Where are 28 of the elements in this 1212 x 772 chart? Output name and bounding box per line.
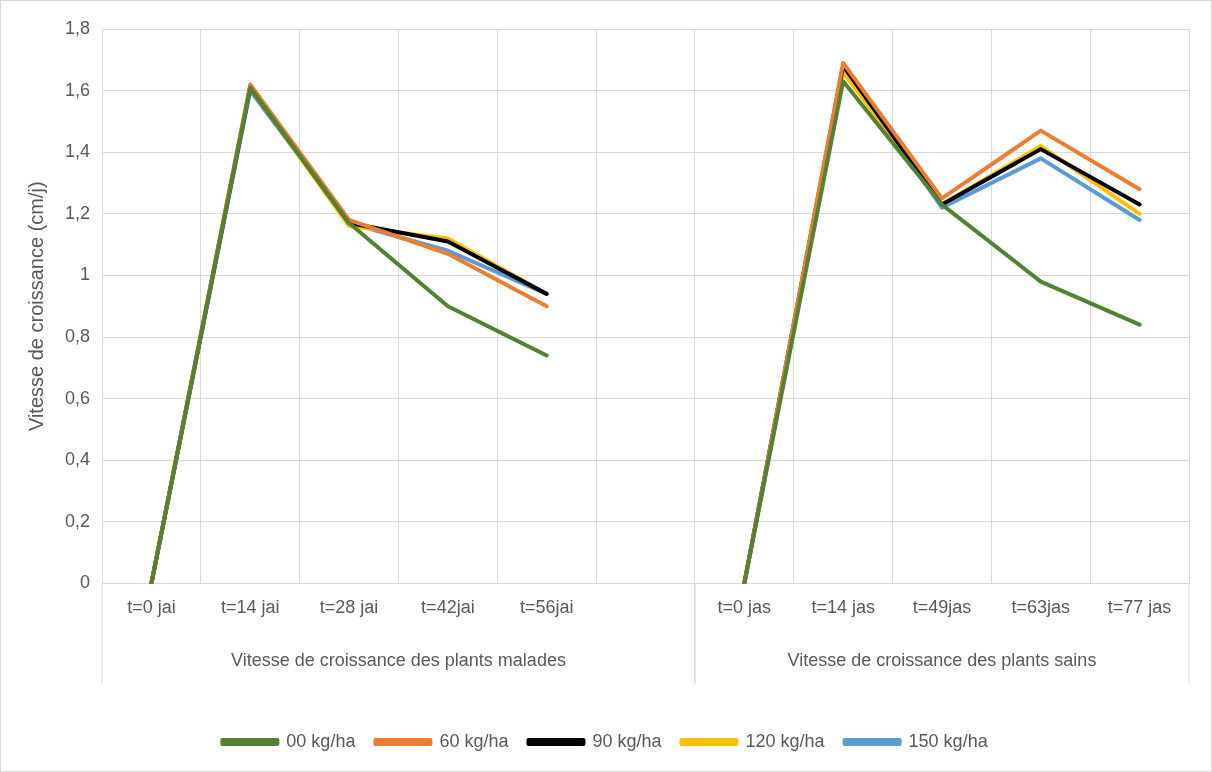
x-tick-label: t=14 jas — [811, 597, 875, 618]
legend-label: 00 kg/ha — [286, 730, 357, 751]
y-tick-label: 1,4 — [64, 141, 91, 162]
x-tick-label: t=77 jas — [1107, 597, 1172, 618]
y-tick-label: 1,2 — [64, 202, 91, 223]
x-tick-label: t=56jai — [519, 597, 574, 618]
y-tick-label: 1,6 — [64, 79, 91, 100]
y-tick-label: 1 — [80, 264, 91, 285]
y-tick-label: 0,6 — [64, 387, 91, 408]
legend-label: 60 kg/ha — [439, 730, 510, 751]
x-tick-label: t=0 jai — [127, 597, 176, 618]
y-tick-label: 0 — [80, 572, 91, 593]
y-tick-label: 0,8 — [64, 325, 91, 346]
legend-label: 120 kg/ha — [745, 730, 826, 751]
text: Vitesse de croissance des plants sains — [787, 650, 1097, 671]
text: Vitesse de croissance des plants malades — [231, 650, 566, 671]
y-tick-label: 1,8 — [64, 17, 91, 38]
x-tick-label: t=28 jai — [319, 597, 379, 618]
legend-label: 150 kg/ha — [908, 730, 989, 751]
x-tick-label: t=0 jas — [717, 597, 772, 618]
y-tick-label: 0,2 — [64, 510, 91, 531]
y-tick-label: 0,4 — [64, 449, 91, 470]
legend-label: 90 kg/ha — [592, 730, 663, 751]
x-tick-label: t=63jas — [1011, 597, 1071, 618]
x-tick-label: t=49jas — [912, 597, 972, 618]
x-tick-label: t=42jai — [421, 597, 475, 618]
y-axis-title: Vitesse de croissance (cm/j) — [24, 181, 47, 432]
x-tick-label: t=14 jai — [220, 597, 280, 618]
